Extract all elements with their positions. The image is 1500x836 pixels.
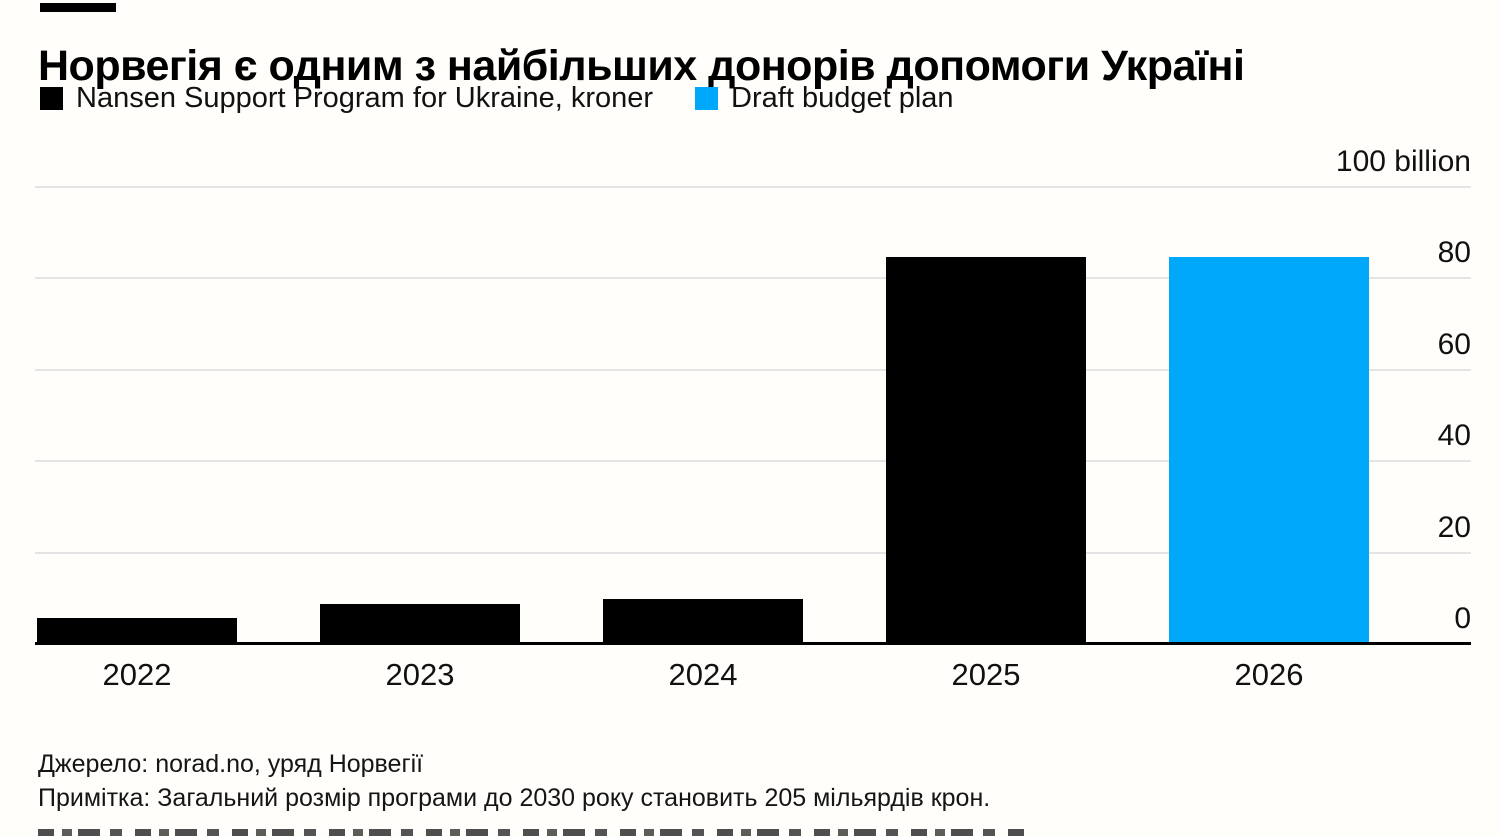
gridline-20 [35,551,1471,554]
legend: Nansen Support Program for Ukraine, kron… [40,84,954,113]
bar-2023 [320,603,520,645]
x-label-2024: 2024 [668,657,738,692]
source-text: Джерело: norad.no, уряд Норвегії [38,750,424,778]
y-tick-label-100: 100 billion [1335,145,1471,178]
x-axis-baseline [35,642,1471,645]
legend-label-draft-budget: Draft budget plan [731,82,954,114]
x-label-2025: 2025 [951,657,1021,692]
x-label-2026: 2026 [1234,657,1304,692]
y-tick-label-80: 80 [1437,236,1471,270]
gridline-80 [35,277,1471,280]
black-square-swatch-icon [40,87,63,110]
clipped-element-top [40,3,116,12]
y-tick-label-0: 0 [1454,602,1471,635]
y-tick-label-40: 40 [1437,419,1471,453]
bar-2024 [603,599,803,645]
y-tick-label-60: 60 [1437,327,1471,361]
bar-2026 [1169,256,1369,645]
plot-area: 0 20 40 60 80 100 billion 2022 2023 2024 2025 2026 [35,147,1471,690]
legend-item-nansen: Nansen Support Program for Ukraine, kron… [40,84,653,113]
x-label-2023: 2023 [385,657,455,692]
note-text: Примітка: Загальний розмір програми до 2… [38,784,991,812]
blue-square-swatch-icon [695,87,719,110]
y-tick-label-20: 20 [1437,510,1471,544]
chart-title: Норвегія є одним з найбільших донорів до… [38,41,1245,90]
gridline-40 [35,460,1471,463]
bar-2022 [37,617,237,645]
legend-item-draft-budget: Draft budget plan [695,82,954,114]
legend-label-nansen: Nansen Support Program for Ukraine, kron… [76,82,654,114]
gridline-60 [35,368,1471,371]
clipped-text-line-bottom [38,829,1028,836]
x-label-2022: 2022 [102,657,172,692]
bar-2025 [886,256,1086,645]
gridline-100 [35,186,1471,188]
